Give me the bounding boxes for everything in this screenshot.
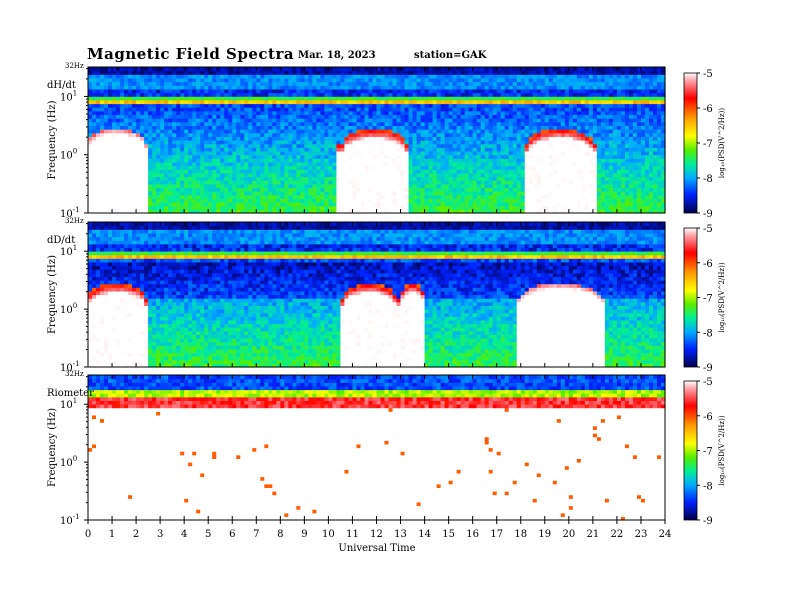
spectrogram-heatmap (88, 67, 666, 214)
y-axis-label: Frequency (Hz) (47, 100, 58, 179)
colorbar: -5 -6 -7 -8 -9 log₁₀(PSD(V^2/Hz)) (683, 377, 726, 527)
colorbar: -5 -6 -7 -8 -9 log₁₀(PSD(V^2/Hz)) (683, 69, 726, 220)
x-tick-label: 1 (109, 529, 115, 540)
colorbar-tick-label: -5 (703, 69, 713, 80)
x-axis-label: Universal Time (338, 543, 415, 554)
x-tick-label: 0 (85, 529, 91, 540)
spectrogram-heatmap (88, 222, 666, 368)
colorbar-tick-label: -5 (703, 377, 713, 388)
y-axis-label: Frequency (Hz) (47, 255, 58, 334)
x-tick-label: 22 (611, 529, 624, 540)
y-tick-label: 100 (60, 148, 77, 162)
panel-riometer: Riometer 32Hz 101 100 10-1 Frequency (Hz) -5 -6… (47, 370, 726, 527)
figure-title: Magnetic Field Spectra (87, 45, 294, 63)
top-frequency-label: 32Hz (65, 62, 84, 70)
colorbar-tick-label: -7 (703, 447, 713, 458)
colorbar-tick-label: -6 (703, 412, 713, 423)
x-tick-label: 8 (277, 529, 283, 540)
colorbar-tick-label: -9 (703, 363, 713, 374)
x-tick-label: 10 (322, 529, 335, 540)
x-tick-label: 14 (418, 529, 431, 540)
top-frequency-label: 32Hz (65, 217, 84, 225)
panel-label: dH/dt (47, 80, 76, 91)
colorbar-label: log₁₀(PSD(V^2/Hz)) (718, 415, 726, 485)
x-tick-label: 3 (157, 529, 163, 540)
x-tick-label: 2 (133, 529, 139, 540)
colorbar-tick-label: -6 (703, 104, 713, 115)
x-tick-label: 19 (538, 529, 551, 540)
spectrogram-heatmap (88, 375, 666, 521)
colorbar-tick-label: -8 (703, 481, 713, 492)
x-tick-label: 12 (370, 529, 383, 540)
x-axis: 0 1 2 3 4 5 6 7 8 9 10 11 12 13 14 15 16 17 18 19 20 21 22 23 24 (85, 520, 672, 540)
y-axis-label: Frequency (Hz) (47, 408, 58, 487)
station-label: station=GAK (414, 50, 487, 61)
colorbar-tick-label: -6 (703, 259, 713, 270)
y-tick-label: 10-1 (60, 513, 80, 527)
x-tick-label: 16 (466, 529, 479, 540)
colorbar-tick-label: -7 (703, 294, 713, 305)
colorbar: -5 -6 -7 -8 -9 log₁₀(PSD(V^2/Hz)) (683, 224, 726, 374)
x-tick-label: 9 (301, 529, 307, 540)
x-tick-label: 18 (514, 529, 527, 540)
x-tick-label: 20 (562, 529, 575, 540)
panel-label: Riometer (47, 388, 94, 399)
y-tick-label: 100 (60, 455, 77, 469)
x-tick-label: 7 (253, 529, 259, 540)
colorbar-gradient (683, 72, 698, 214)
colorbar-label: log₁₀(PSD(V^2/Hz)) (718, 262, 726, 332)
panel-label: dD/dt (47, 235, 75, 246)
colorbar-gradient (683, 380, 698, 521)
x-tick-label: 21 (587, 529, 600, 540)
x-tick-label: 11 (346, 529, 359, 540)
x-tick-label: 4 (181, 529, 187, 540)
colorbar-tick-label: -7 (703, 139, 713, 150)
top-frequency-label: 32Hz (65, 370, 84, 378)
y-tick-label: 101 (60, 244, 77, 258)
colorbar-gradient (683, 227, 698, 368)
y-tick-label: 101 (60, 89, 77, 103)
colorbar-tick-label: -8 (703, 174, 713, 185)
colorbar-label: log₁₀(PSD(V^2/Hz)) (718, 108, 726, 178)
y-tick-label: 101 (60, 397, 77, 411)
x-tick-label: 24 (659, 529, 672, 540)
colorbar-tick-label: -9 (703, 516, 713, 527)
x-tick-label: 23 (635, 529, 648, 540)
y-tick-label: 100 (60, 302, 77, 316)
x-tick-label: 15 (442, 529, 455, 540)
colorbar-tick-label: -8 (703, 328, 713, 339)
date-label: Mar. 18, 2023 (298, 50, 376, 61)
x-tick-label: 13 (394, 529, 407, 540)
colorbar-tick-label: -9 (703, 209, 713, 220)
x-tick-label: 17 (490, 529, 503, 540)
colorbar-tick-label: -5 (703, 224, 713, 235)
x-tick-label: 5 (205, 529, 211, 540)
x-tick-label: 6 (229, 529, 235, 540)
